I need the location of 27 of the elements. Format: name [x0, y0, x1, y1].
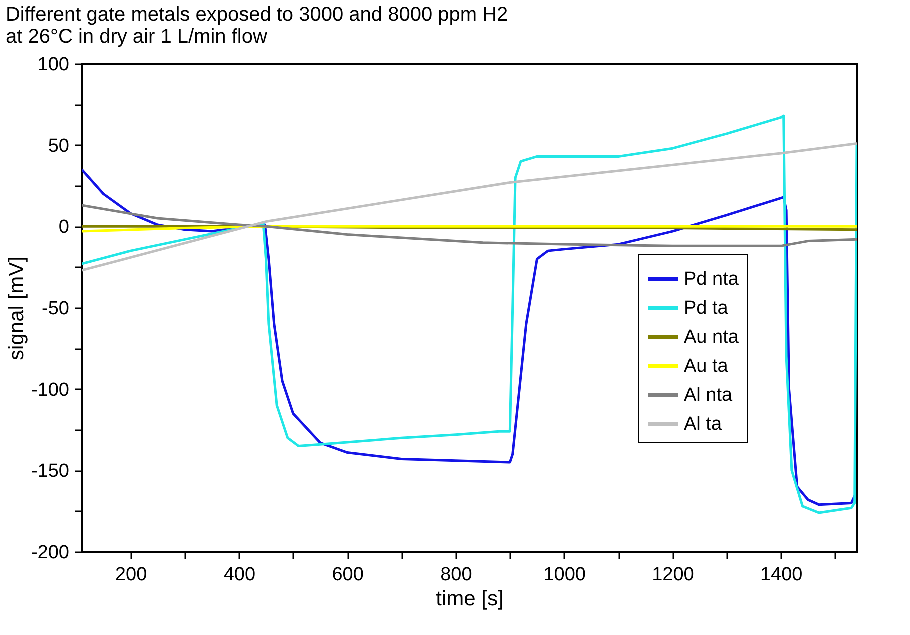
- legend-label: Pd nta: [684, 269, 740, 290]
- y-tick-label: -100: [31, 380, 70, 401]
- y-tick-label: 50: [48, 136, 70, 157]
- y-tick-label: -150: [31, 461, 70, 482]
- y-tick-label: 100: [38, 54, 70, 76]
- y-tick-label: -200: [31, 542, 70, 564]
- legend-label: Pd ta: [684, 298, 729, 319]
- legend-label: Au ta: [684, 356, 729, 377]
- legend-label: Al nta: [684, 385, 734, 406]
- x-tick-label: 1200: [652, 564, 694, 586]
- line-series: [82, 142, 857, 272]
- y-axis-title: signal [mV]: [5, 256, 28, 360]
- y-tick-label: -50: [42, 298, 70, 320]
- x-tick-label: 200: [115, 564, 148, 586]
- y-tick-label: 0: [58, 217, 70, 238]
- line-series: [82, 204, 857, 248]
- text: Different gate metals exposed to 3000 and 8000 ppm H2: [6, 4, 508, 26]
- x-axis-title: time [s]: [436, 588, 504, 610]
- x-tick-label: 800: [440, 564, 472, 586]
- legend-label: Au nta: [684, 327, 740, 348]
- x-tick-label: 600: [332, 564, 364, 586]
- line-series: [82, 114, 857, 514]
- x-tick-label: 400: [224, 564, 256, 586]
- x-tick-label: 1400: [760, 564, 803, 586]
- x-tick-label: 1000: [544, 564, 586, 586]
- text: at 26°C in dry air 1 L/min flow: [6, 26, 268, 48]
- legend-label: Al ta: [684, 414, 722, 435]
